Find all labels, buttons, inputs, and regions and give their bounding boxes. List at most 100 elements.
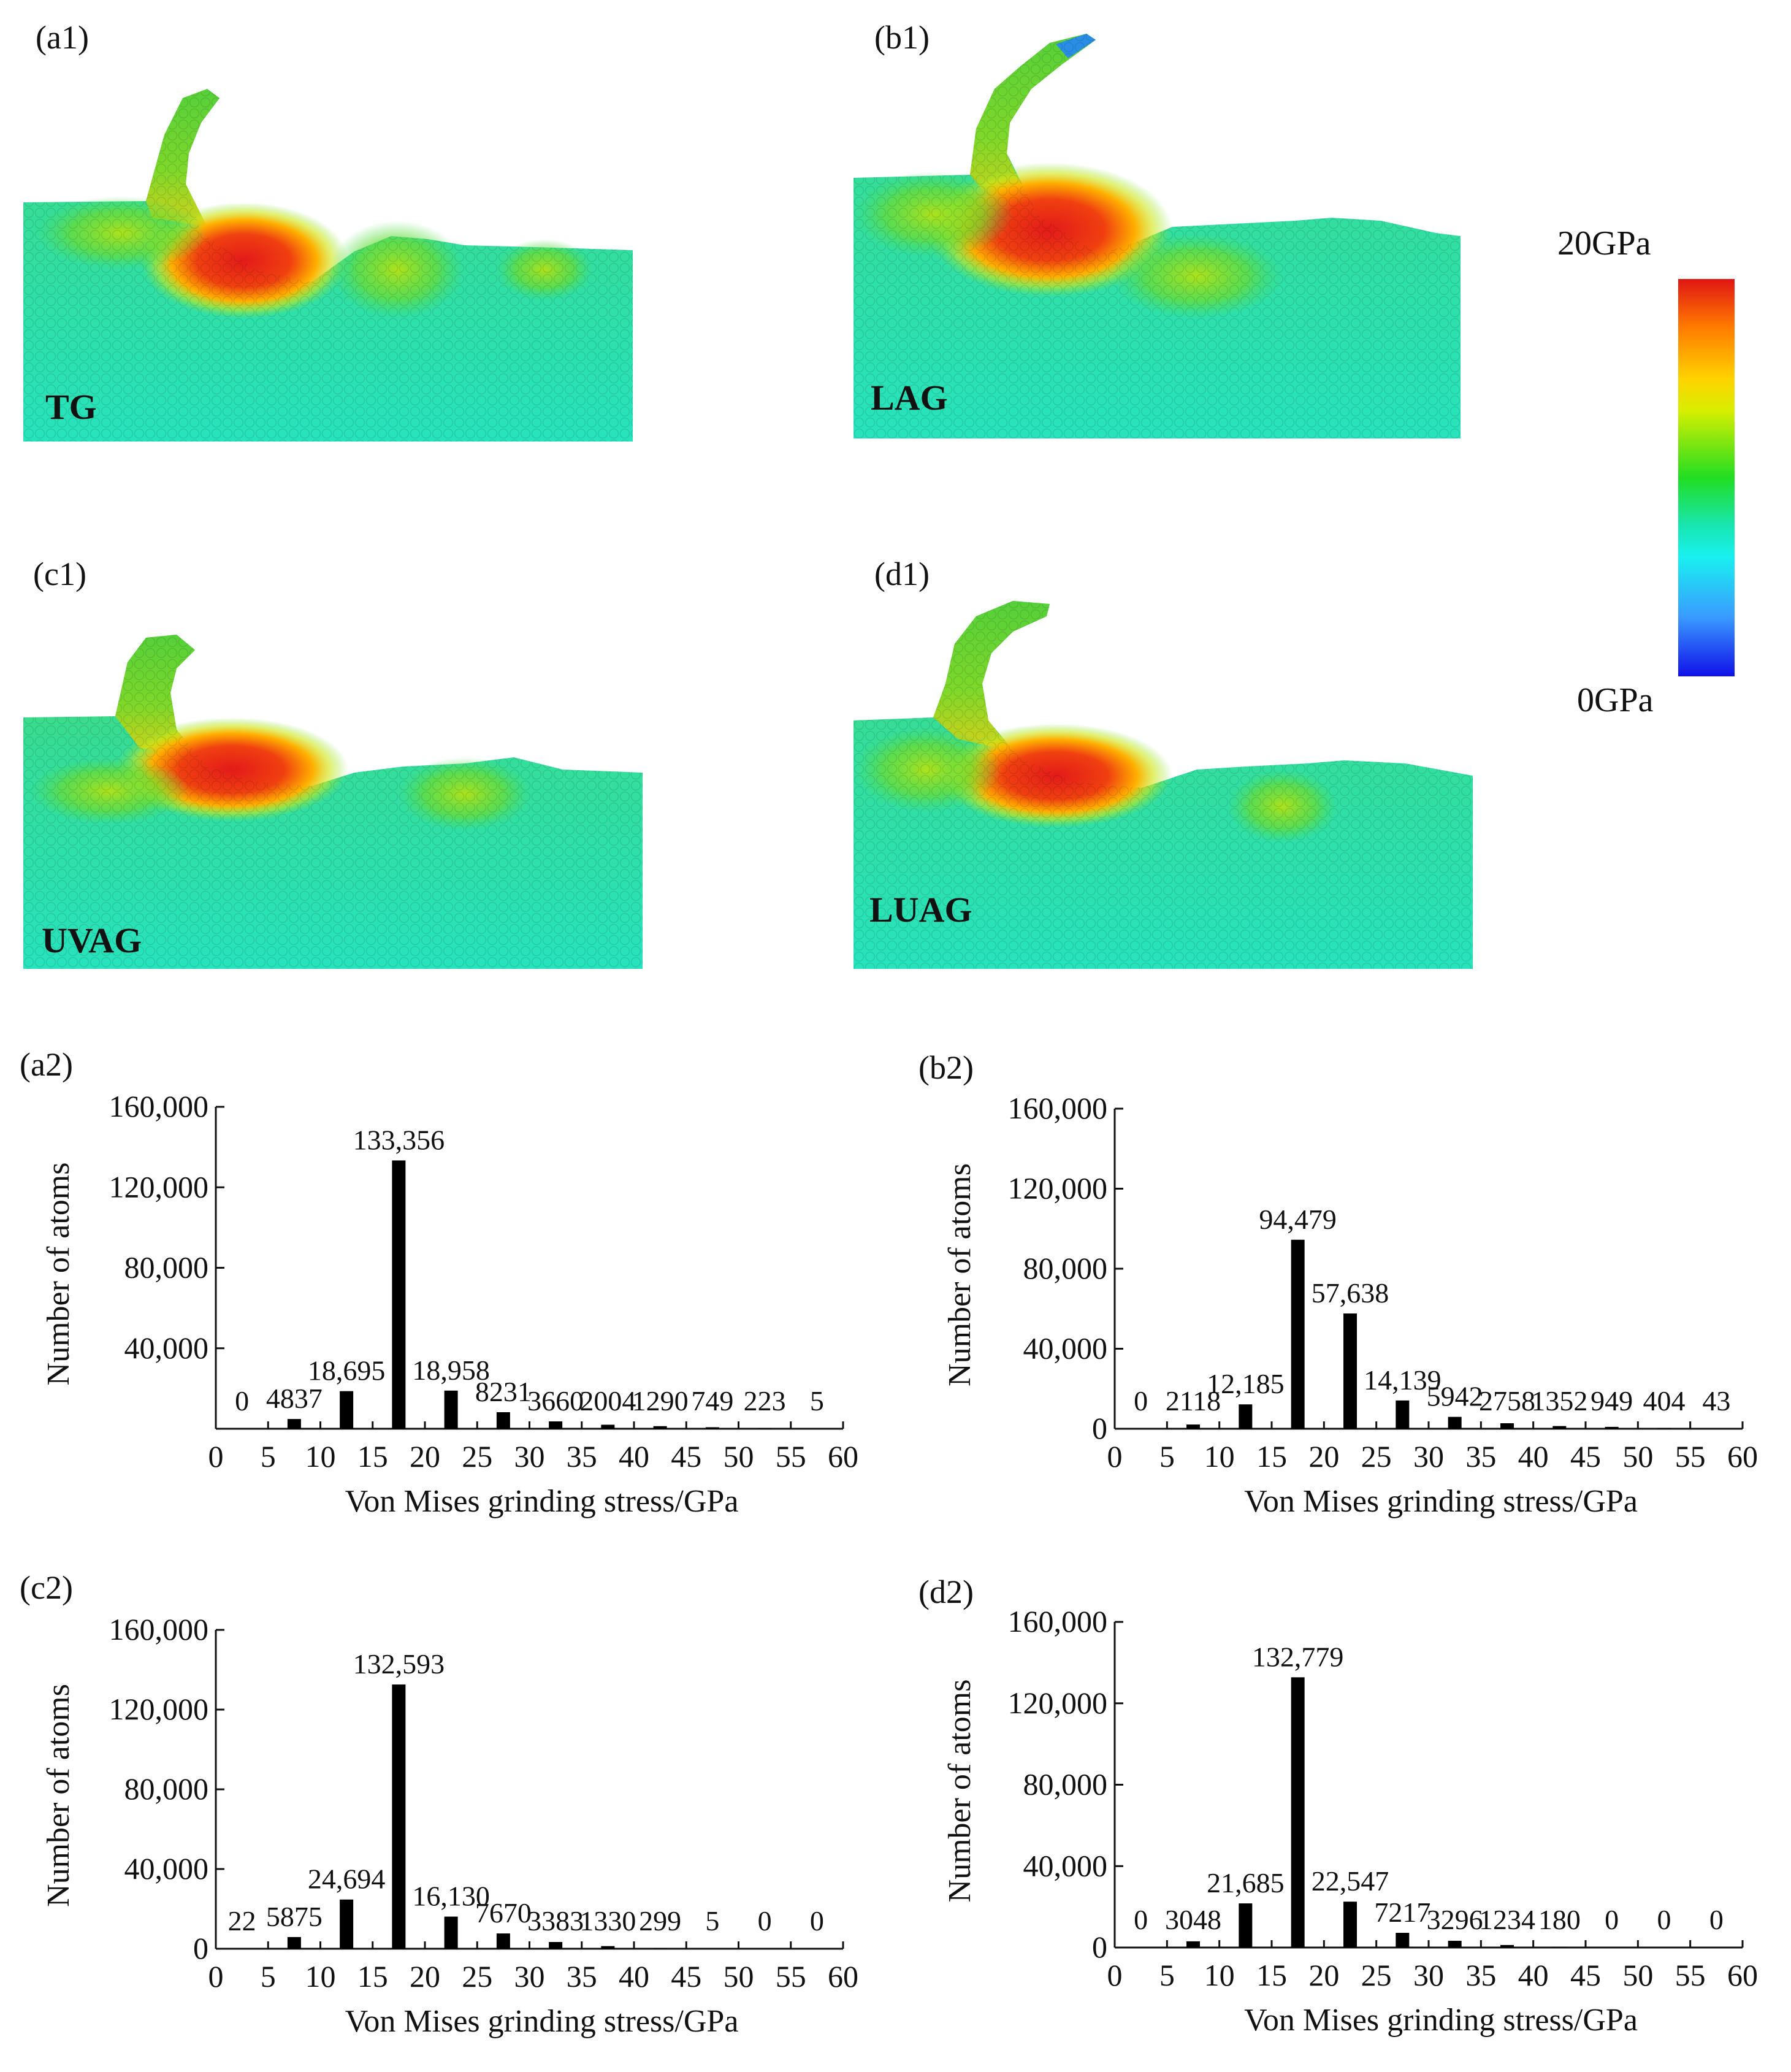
- bar: [340, 1899, 354, 1949]
- x-tick-label: 30: [1413, 1958, 1444, 1992]
- bar-value-label: 5: [810, 1385, 824, 1416]
- y-axis-label: Number of atoms: [41, 1684, 76, 1907]
- bar-value-label: 949: [1591, 1385, 1633, 1416]
- x-axis-label: Von Mises grinding stress/GPa: [1244, 2003, 1638, 2038]
- bar: [1291, 1677, 1305, 1948]
- bar: [340, 1391, 354, 1429]
- panel-label-c1: (c1): [33, 556, 86, 592]
- y-tick-label: 0: [1092, 1411, 1107, 1445]
- x-tick-label: 55: [776, 1959, 806, 1994]
- y-tick-label: 0: [1092, 1930, 1107, 1964]
- stress-colorbar: [1678, 279, 1735, 676]
- sim-uvag-snapshot: UVAG: [23, 625, 643, 975]
- bar: [444, 1916, 458, 1949]
- x-tick-label: 10: [1204, 1958, 1235, 1992]
- x-tick-label: 30: [514, 1959, 545, 1994]
- bar: [392, 1160, 406, 1429]
- x-tick-label: 15: [1256, 1439, 1287, 1474]
- bar: [1448, 1941, 1462, 1948]
- method-label-tg: TG: [45, 387, 97, 427]
- bar-value-label: 2118: [1166, 1385, 1221, 1416]
- bar-value-label: 0: [758, 1905, 772, 1936]
- bar-value-label: 1234: [1479, 1904, 1535, 1935]
- y-tick-label: 160,000: [109, 1089, 209, 1123]
- y-axis-label: Number of atoms: [942, 1680, 977, 1903]
- x-tick-label: 15: [357, 1959, 388, 1994]
- y-tick-label: 80,000: [1023, 1251, 1108, 1285]
- x-tick-label: 60: [828, 1959, 858, 1994]
- bar-value-label: 1290: [632, 1385, 689, 1416]
- bar-value-label: 3296: [1427, 1904, 1483, 1935]
- bar-value-label: 133,356: [353, 1124, 445, 1155]
- bar: [496, 1933, 510, 1949]
- bar-value-label: 22,547: [1312, 1865, 1389, 1897]
- panel-label-d1: (d1): [874, 556, 930, 592]
- x-tick-label: 5: [261, 1959, 276, 1994]
- histogram-a2: 0 5 10 15 20 25 30 35 40 45 50 55 60 40,000 80,000 120,…: [0, 1042, 883, 1533]
- x-tick-label: 35: [1465, 1958, 1496, 1992]
- method-label-lag: LAG: [871, 378, 948, 418]
- bar-value-label: 43: [1702, 1385, 1730, 1416]
- bar: [1657, 1428, 1671, 1429]
- bar: [1343, 1313, 1357, 1429]
- x-tick-label: 30: [514, 1439, 545, 1474]
- bar-value-label: 223: [744, 1385, 786, 1416]
- sim-luag-snapshot: LUAG: [853, 598, 1473, 978]
- bar: [1186, 1941, 1200, 1948]
- y-tick-label: 40,000: [124, 1331, 209, 1365]
- x-tick-label: 15: [1256, 1958, 1287, 1992]
- x-tick-label: 60: [1727, 1439, 1758, 1474]
- bar-value-label: 0: [235, 1385, 249, 1416]
- x-tick-label: 25: [1361, 1958, 1392, 1992]
- bar-value-label: 5942: [1427, 1381, 1483, 1412]
- x-tick-label: 45: [1570, 1439, 1601, 1474]
- sim-tg-snapshot: TG: [23, 86, 636, 454]
- panel-label-c2: (c2): [20, 1569, 73, 1606]
- bar-value-label: 57,638: [1312, 1277, 1389, 1309]
- panel-label-a2: (a2): [20, 1046, 73, 1083]
- bar: [1186, 1424, 1200, 1429]
- y-tick-label: 160,000: [1008, 1604, 1108, 1638]
- histogram-d2: 0 5 10 15 20 25 30 35 40 45 50 55 60 0 40,000 80,000 120…: [901, 1564, 1784, 2054]
- bar-value-label: 18,695: [308, 1355, 386, 1386]
- bar: [444, 1390, 458, 1429]
- x-tick-label: 15: [357, 1439, 388, 1474]
- bar-value-label: 3383: [527, 1905, 584, 1936]
- y-tick-label: 80,000: [124, 1250, 209, 1285]
- bar: [1448, 1416, 1462, 1429]
- x-tick-label: 20: [1308, 1958, 1339, 1992]
- y-tick-label: 40,000: [124, 1851, 209, 1886]
- x-tick-label: 40: [1518, 1439, 1549, 1474]
- x-tick-label: 55: [1675, 1958, 1706, 1992]
- y-tick-label: 40,000: [1023, 1331, 1108, 1366]
- bar: [1500, 1944, 1514, 1948]
- bar: [1396, 1400, 1410, 1429]
- colorbar-max-label: 20GPa: [1557, 224, 1651, 262]
- bar-value-label: 5875: [266, 1901, 323, 1932]
- y-tick-label: 120,000: [109, 1169, 209, 1204]
- x-tick-label: 35: [1465, 1439, 1496, 1474]
- x-tick-label: 5: [1159, 1958, 1175, 1992]
- bar-value-label: 18,958: [412, 1355, 490, 1386]
- x-tick-label: 20: [1308, 1439, 1339, 1474]
- bar-value-label: 2004: [579, 1385, 636, 1416]
- bar-value-label: 7217: [1374, 1897, 1430, 1928]
- bar-value-label: 3660: [527, 1385, 584, 1416]
- bar: [549, 1421, 563, 1429]
- x-tick-label: 10: [305, 1959, 336, 1994]
- bar-value-label: 14,139: [1364, 1364, 1442, 1396]
- y-axis-label: Number of atoms: [41, 1163, 76, 1386]
- bar: [653, 1948, 667, 1949]
- y-tick-label: 120,000: [109, 1692, 209, 1726]
- histogram-c2: 0 5 10 15 20 25 30 35 40 45 50 55 60 0 40,000 80,000 120…: [0, 1564, 883, 2054]
- x-tick-label: 60: [1727, 1958, 1758, 1992]
- x-tick-label: 40: [1518, 1958, 1549, 1992]
- y-tick-label: 120,000: [1008, 1686, 1108, 1720]
- bar: [758, 1428, 772, 1429]
- x-tick-label: 40: [619, 1439, 649, 1474]
- x-tick-label: 60: [828, 1439, 858, 1474]
- bar: [1396, 1933, 1410, 1948]
- panel-label-a1: (a1): [36, 19, 89, 56]
- x-tick-label: 10: [1204, 1439, 1235, 1474]
- bar-value-label: 21,685: [1207, 1867, 1285, 1898]
